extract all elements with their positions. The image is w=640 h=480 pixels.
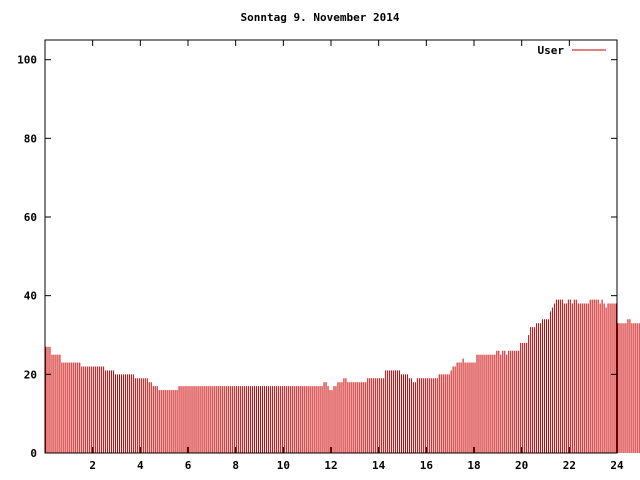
x-tick-label: 10 — [277, 459, 290, 472]
plot-frame — [44, 39, 618, 454]
x-tick-label: 24 — [610, 459, 624, 472]
y-tick-label: 0 — [30, 447, 37, 460]
x-tick-label: 2 — [89, 459, 96, 472]
x-tick-label: 8 — [232, 459, 239, 472]
y-tick-label: 20 — [24, 368, 37, 381]
y-tick-label: 80 — [24, 132, 37, 145]
x-tick-label: 20 — [515, 459, 528, 472]
x-tick-label: 18 — [467, 459, 480, 472]
chart-title: Sonntag 9. November 2014 — [240, 11, 400, 24]
x-tick-label: 6 — [185, 459, 192, 472]
legend-label: User — [538, 44, 565, 57]
x-tick-label: 22 — [563, 459, 576, 472]
legend: User — [538, 44, 606, 57]
y-tick-label: 60 — [24, 211, 37, 224]
series-bars — [45, 299, 640, 453]
y-tick-label: 100 — [17, 54, 37, 67]
plot-border — [44, 39, 618, 454]
x-tick-label: 14 — [372, 459, 386, 472]
y-tick-label: 40 — [24, 290, 37, 303]
x-tick-label: 12 — [324, 459, 337, 472]
x-tick-label: 4 — [137, 459, 144, 472]
x-tick-label: 16 — [420, 459, 434, 472]
